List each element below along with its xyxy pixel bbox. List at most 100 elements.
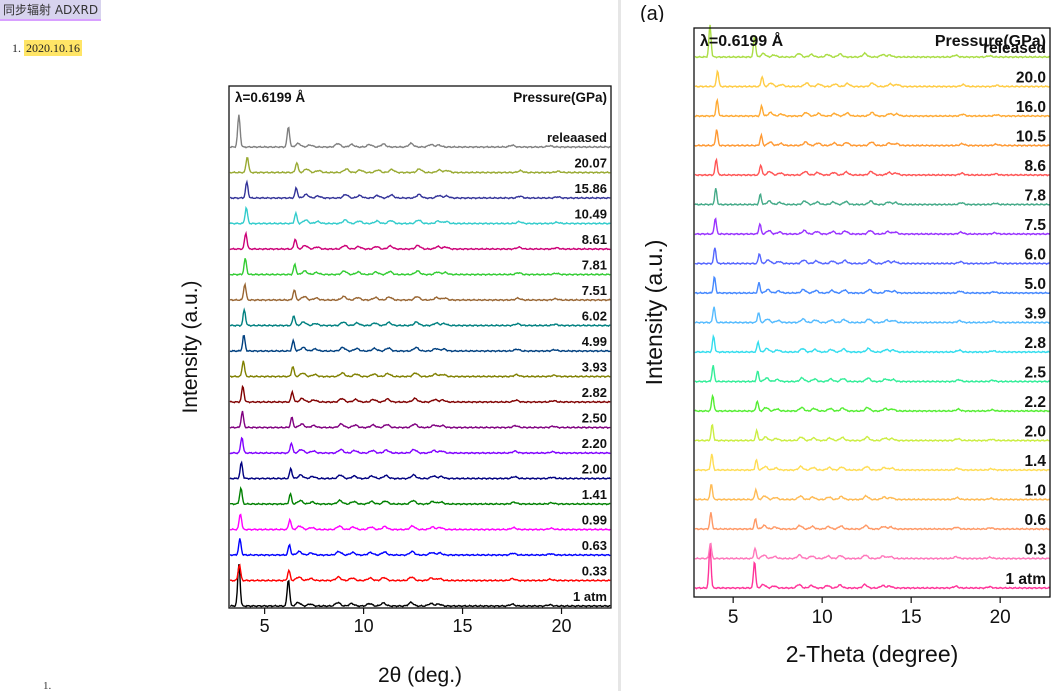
series-label-16: 16.0 bbox=[1016, 99, 1046, 116]
series-label-11: 6.0 bbox=[1024, 247, 1046, 264]
series-label-6: 2.2 bbox=[1024, 394, 1046, 411]
series-label-4: 1.4 bbox=[1024, 453, 1046, 470]
series-line-7 bbox=[694, 365, 1051, 384]
series-line-12 bbox=[694, 217, 1051, 236]
left-xrd-chart: 1 atm 0.33 0.63 0.99 1.41 2.00 2.20 2.50 2.82 3.9… bbox=[175, 78, 615, 690]
series-label-8: 2.82 bbox=[582, 385, 607, 400]
x-axis-label: 2-Theta (degree) bbox=[786, 641, 959, 667]
series-label-17: 20.0 bbox=[1016, 70, 1046, 87]
series-label-7: 2.5 bbox=[1024, 365, 1046, 382]
series-line-18 bbox=[229, 114, 611, 149]
series-line-4 bbox=[229, 486, 611, 506]
series-line-14 bbox=[694, 157, 1050, 177]
series-label-18: released bbox=[983, 40, 1046, 57]
series-line-2 bbox=[694, 512, 1051, 531]
series-label-8: 2.8 bbox=[1024, 335, 1046, 352]
series-label-4: 1.41 bbox=[582, 487, 607, 502]
series-line-4 bbox=[694, 453, 1050, 472]
wavelength-label: λ=0.6199 Å bbox=[235, 90, 305, 105]
series-label-14: 8.6 bbox=[1024, 158, 1046, 175]
series-line-16 bbox=[229, 179, 611, 200]
series-label-9: 3.93 bbox=[582, 360, 607, 375]
y-axis-label: Intensity (a.u.) bbox=[179, 280, 202, 413]
series-line-6 bbox=[694, 393, 1050, 413]
series-line-16 bbox=[694, 97, 1050, 118]
list-number: 1. bbox=[12, 41, 21, 55]
series-label-0: 1 atm bbox=[573, 589, 607, 604]
wavelength-label: λ=0.6199 Å bbox=[700, 31, 784, 50]
series-label-12: 7.5 bbox=[1024, 217, 1046, 234]
series-label-17: 20.07 bbox=[574, 156, 607, 171]
series-line-5 bbox=[229, 460, 611, 481]
series-label-13: 7.81 bbox=[582, 258, 607, 273]
x-tick-label-1: 10 bbox=[354, 616, 374, 636]
chart-background bbox=[636, 22, 1060, 691]
series-label-3: 1.0 bbox=[1024, 483, 1046, 500]
series-line-7 bbox=[229, 410, 611, 430]
y-axis-label: Intensity (a.u.) bbox=[641, 240, 667, 386]
x-tick-label-3: 20 bbox=[552, 616, 572, 636]
x-axis-label: 2θ (deg.) bbox=[378, 664, 462, 687]
series-label-13: 7.8 bbox=[1024, 188, 1046, 205]
series-line-9 bbox=[229, 360, 611, 379]
series-label-5: 2.00 bbox=[582, 462, 607, 477]
series-label-3: 0.99 bbox=[582, 513, 607, 528]
plot-frame bbox=[228, 85, 612, 609]
series-label-12: 7.51 bbox=[582, 283, 607, 298]
series-line-17 bbox=[694, 69, 1051, 89]
series-label-5: 2.0 bbox=[1024, 424, 1046, 441]
series-line-17 bbox=[229, 156, 611, 175]
series-line-8 bbox=[229, 384, 611, 404]
right-xrd-chart: 1 atm 0.3 0.6 1.0 1.4 2.0 2.2 2.5 2.8 3.9 5.0 6.0 7.… bbox=[636, 22, 1060, 691]
series-line-18 bbox=[694, 24, 1050, 59]
series-line-15 bbox=[694, 129, 1050, 148]
series-line-11 bbox=[694, 247, 1050, 266]
x-tick-label-3: 20 bbox=[990, 607, 1011, 628]
trailing-list-number: 1. bbox=[43, 680, 52, 692]
plot-frame bbox=[693, 27, 1051, 598]
x-tick-label-0: 5 bbox=[728, 607, 739, 628]
series-line-5 bbox=[694, 423, 1050, 443]
series-line-11 bbox=[229, 307, 611, 328]
series-label-15: 10.5 bbox=[1016, 129, 1047, 146]
document-title: 同步辐射 ADXRD bbox=[0, 0, 102, 21]
series-line-8 bbox=[694, 333, 1050, 354]
series-line-10 bbox=[694, 275, 1051, 295]
series-label-7: 2.50 bbox=[582, 411, 607, 426]
series-label-18: releaased bbox=[547, 130, 607, 145]
series-line-13 bbox=[694, 188, 1050, 207]
series-line-3 bbox=[229, 513, 611, 532]
chart-background bbox=[175, 78, 615, 690]
series-label-10: 5.0 bbox=[1024, 276, 1046, 293]
series-line-3 bbox=[694, 484, 1051, 502]
series-line-6 bbox=[229, 436, 611, 455]
series-label-0: 1 atm bbox=[1006, 571, 1047, 588]
series-label-14: 8.61 bbox=[582, 232, 607, 247]
series-line-13 bbox=[229, 258, 611, 277]
series-label-9: 3.9 bbox=[1024, 306, 1046, 323]
series-line-14 bbox=[229, 230, 611, 251]
series-label-10: 4.99 bbox=[582, 334, 607, 349]
series-line-15 bbox=[229, 205, 611, 226]
series-label-2: 0.6 bbox=[1024, 512, 1046, 529]
series-line-1 bbox=[694, 542, 1051, 561]
dated-list-item: 1. 2020.10.16 bbox=[12, 40, 82, 56]
series-label-15: 10.49 bbox=[574, 207, 607, 222]
series-label-16: 15.86 bbox=[574, 181, 607, 196]
legend-title: Pressure(GPa) bbox=[513, 90, 607, 105]
series-label-1: 0.3 bbox=[1024, 542, 1046, 559]
series-line-9 bbox=[694, 306, 1051, 325]
x-tick-label-2: 15 bbox=[901, 607, 922, 628]
series-label-11: 6.02 bbox=[582, 309, 607, 324]
highlighted-date: 2020.10.16 bbox=[24, 40, 82, 56]
series-line-10 bbox=[229, 334, 611, 353]
series-line-0 bbox=[694, 546, 1051, 590]
x-tick-label-0: 5 bbox=[260, 616, 270, 636]
x-tick-label-2: 15 bbox=[453, 616, 473, 636]
series-label-6: 2.20 bbox=[582, 436, 607, 451]
series-line-0 bbox=[229, 564, 611, 608]
series-label-2: 0.63 bbox=[582, 538, 607, 553]
x-tick-label-1: 10 bbox=[812, 607, 833, 628]
series-line-12 bbox=[229, 281, 611, 302]
page-separator bbox=[618, 0, 621, 691]
